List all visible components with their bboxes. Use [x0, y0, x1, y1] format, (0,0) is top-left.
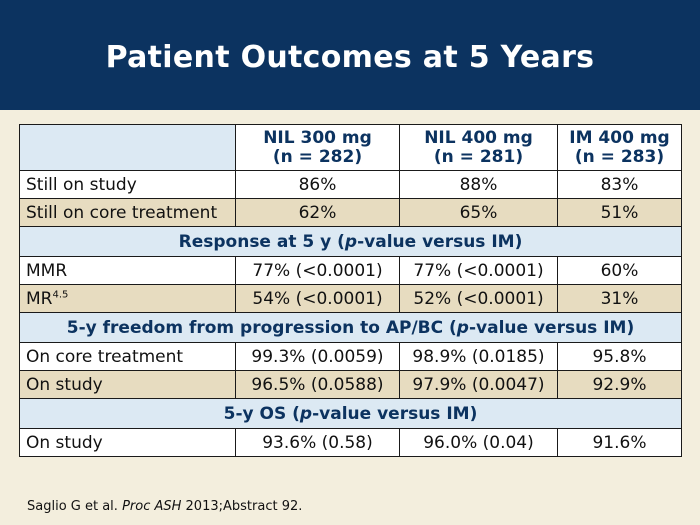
row-label: Still on study	[19, 170, 236, 199]
table-cell: 51%	[557, 198, 682, 227]
section-text: -value versus IM)	[312, 403, 478, 424]
table-cell: 62%	[235, 198, 400, 227]
table-row: MMR 77% (<0.0001) 77% (<0.0001) 60%	[19, 256, 682, 285]
row-label: On core treatment	[19, 342, 236, 371]
section-text-italic: p	[344, 231, 358, 252]
column-header-im-400: IM 400 mg (n = 283)	[557, 124, 682, 171]
section-text-italic: p	[456, 317, 469, 338]
table-row: Still on study 86% 88% 83%	[19, 170, 682, 199]
citation-text: Saglio G et al.	[27, 499, 123, 514]
section-header-progression: 5-y freedom from progression to AP/BC (p…	[19, 312, 682, 343]
column-header-line: (n = 283)	[574, 146, 665, 167]
table-cell: 77% (<0.0001)	[235, 256, 400, 285]
section-header-os: 5-y OS (p-value versus IM)	[19, 398, 682, 429]
row-label-text: MR	[26, 288, 53, 309]
citation-text: 2013;Abstract 92.	[181, 499, 303, 514]
section-text: -value versus IM)	[468, 317, 635, 338]
section-text-italic: p	[299, 403, 313, 424]
table-cell: 65%	[399, 198, 558, 227]
column-header-line: NIL 400 mg	[424, 127, 533, 148]
title-banner: Patient Outcomes at 5 Years	[0, 0, 700, 110]
section-text: -value versus IM)	[357, 231, 523, 252]
table-cell: 98.9% (0.0185)	[399, 342, 558, 371]
page-title: Patient Outcomes at 5 Years	[105, 39, 595, 75]
table-header-row: NIL 300 mg (n = 282) NIL 400 mg (n = 281…	[19, 124, 682, 171]
table-cell: 86%	[235, 170, 400, 199]
table-cell: 88%	[399, 170, 558, 199]
column-header-line: NIL 300 mg	[263, 127, 372, 148]
section-header-row: 5-y OS (p-value versus IM)	[19, 398, 682, 429]
row-label: Still on core treatment	[19, 198, 236, 227]
column-header-nil-300: NIL 300 mg (n = 282)	[235, 124, 400, 171]
table-cell: 96.0% (0.04)	[399, 428, 558, 457]
header-blank-cell	[19, 124, 236, 171]
table-row: MR4.5 54% (<0.0001) 52% (<0.0001) 31%	[19, 284, 682, 313]
table-cell: 92.9%	[557, 370, 682, 399]
table-cell: 95.8%	[557, 342, 682, 371]
citation: Saglio G et al. Proc ASH 2013;Abstract 9…	[27, 499, 302, 514]
table-row: On study 96.5% (0.0588) 97.9% (0.0047) 9…	[19, 370, 682, 399]
table-cell: 60%	[557, 256, 682, 285]
section-text: 5-y freedom from progression to AP/BC (	[66, 317, 457, 338]
citation-journal: Proc ASH	[122, 499, 182, 514]
row-label: MMR	[19, 256, 236, 285]
table-row: On study 93.6% (0.58) 96.0% (0.04) 91.6%	[19, 428, 682, 457]
column-header-line: (n = 282)	[272, 146, 363, 167]
table-cell: 91.6%	[557, 428, 682, 457]
table-cell: 77% (<0.0001)	[399, 256, 558, 285]
section-header-response: Response at 5 y (p-value versus IM)	[19, 226, 682, 257]
column-header-nil-400: NIL 400 mg (n = 281)	[399, 124, 558, 171]
outcomes-table: NIL 300 mg (n = 282) NIL 400 mg (n = 281…	[19, 124, 682, 457]
section-text: Response at 5 y (	[178, 231, 345, 252]
row-label: On study	[19, 428, 236, 457]
column-header-line: IM 400 mg	[569, 127, 670, 148]
table-row: Still on core treatment 62% 65% 51%	[19, 198, 682, 227]
section-header-row: 5-y freedom from progression to AP/BC (p…	[19, 312, 682, 343]
table-cell: 83%	[557, 170, 682, 199]
table-cell: 93.6% (0.58)	[235, 428, 400, 457]
table-cell: 31%	[557, 284, 682, 313]
table-cell: 52% (<0.0001)	[399, 284, 558, 313]
row-label-superscript: 4.5	[52, 288, 69, 300]
table-row: On core treatment 99.3% (0.0059) 98.9% (…	[19, 342, 682, 371]
column-header-line: (n = 281)	[433, 146, 524, 167]
table-cell: 97.9% (0.0047)	[399, 370, 558, 399]
table-cell: 54% (<0.0001)	[235, 284, 400, 313]
row-label: On study	[19, 370, 236, 399]
table-cell: 96.5% (0.0588)	[235, 370, 400, 399]
row-label: MR4.5	[19, 284, 236, 313]
section-header-row: Response at 5 y (p-value versus IM)	[19, 226, 682, 257]
table-cell: 99.3% (0.0059)	[235, 342, 400, 371]
section-text: 5-y OS (	[223, 403, 300, 424]
